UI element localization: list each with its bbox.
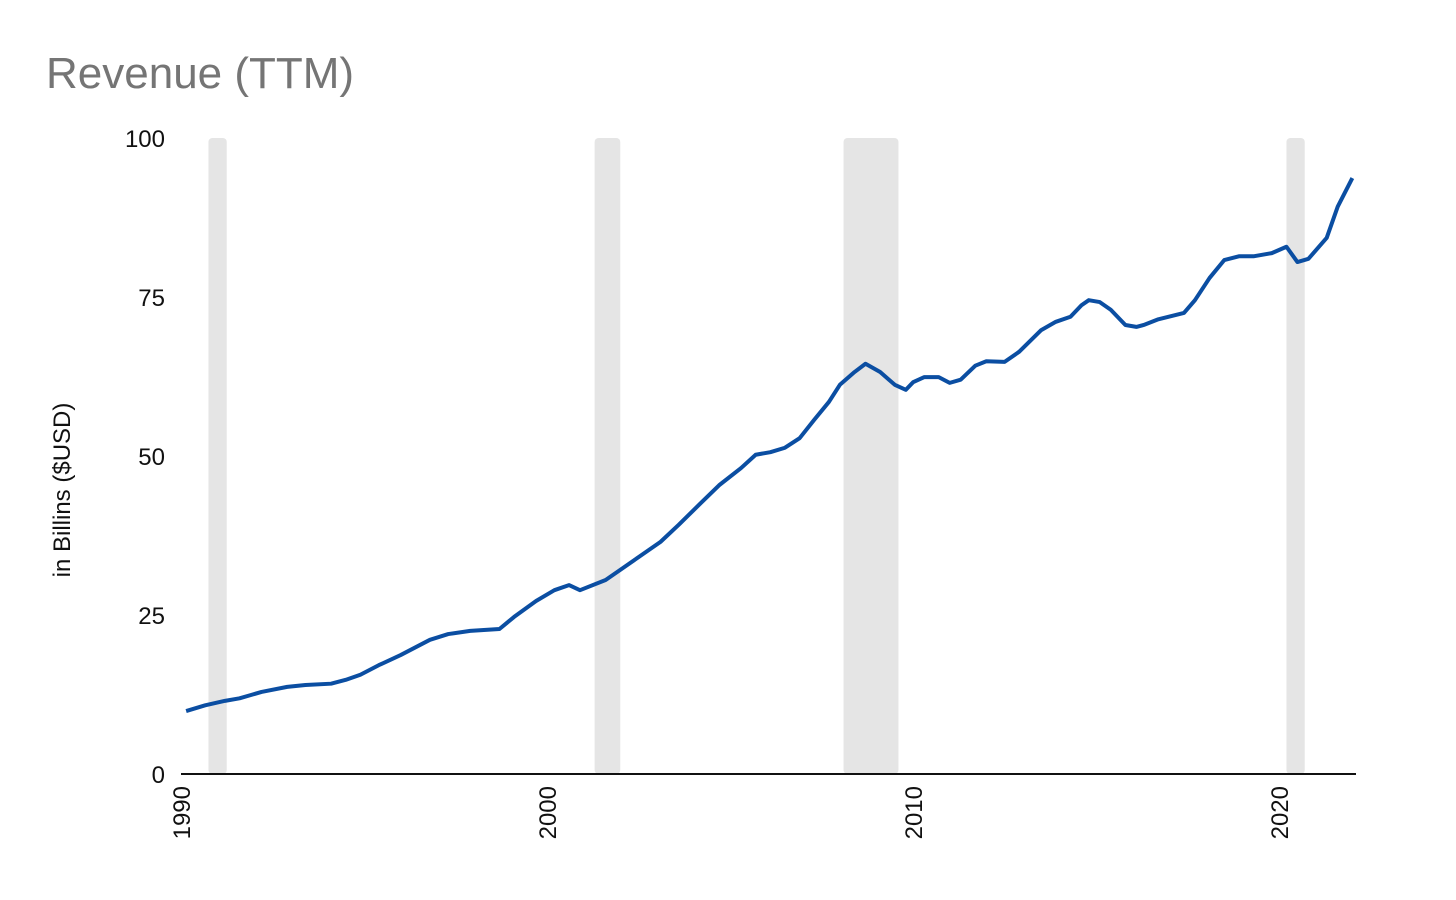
line-series xyxy=(185,177,1355,713)
x-tick-label: 2020 xyxy=(1267,786,1294,839)
shaded-band xyxy=(594,138,621,774)
x-tick-label: 2010 xyxy=(901,786,928,839)
shaded-band xyxy=(208,138,227,774)
shaded-band xyxy=(1286,138,1305,774)
chart-title: Revenue (TTM) xyxy=(46,49,354,98)
x-tick-label: 1990 xyxy=(169,786,196,839)
y-tick-label: 50 xyxy=(138,444,165,471)
y-tick-label: 75 xyxy=(138,285,165,312)
y-tick-label: 25 xyxy=(138,603,165,630)
shaded-band xyxy=(843,138,899,774)
y-tick-label: 0 xyxy=(152,762,165,789)
x-tick-label: 2000 xyxy=(535,786,562,839)
y-axis-label: in Billins ($USD) xyxy=(49,403,76,578)
y-tick-label: 100 xyxy=(125,126,165,153)
